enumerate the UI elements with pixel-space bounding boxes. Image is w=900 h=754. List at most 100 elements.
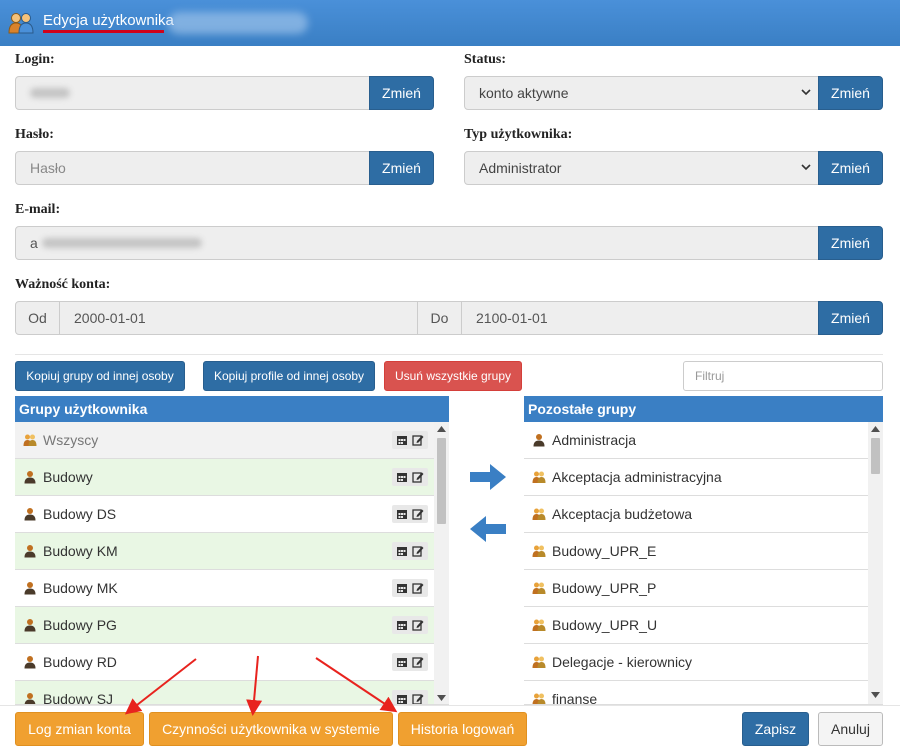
calendar-icon[interactable] (396, 656, 408, 668)
login-label: Login: (15, 52, 55, 67)
user-groups-scrollbar[interactable] (434, 422, 449, 704)
redacted-login (30, 88, 70, 98)
user-groups-list[interactable]: Wszyscy Budowy Budowy DS Budowy KM (15, 422, 449, 705)
calendar-icon[interactable] (396, 545, 408, 557)
list-item[interactable]: Budowy MK (15, 570, 434, 607)
user-icon (24, 545, 36, 558)
password-field[interactable]: Hasło (15, 151, 370, 185)
change-validity-button[interactable]: Zmień (818, 301, 883, 335)
status-select[interactable]: konto aktywne (464, 76, 819, 110)
scroll-down-icon[interactable] (437, 695, 446, 701)
calendar-icon[interactable] (396, 434, 408, 446)
scrollbar-thumb[interactable] (871, 438, 880, 474)
scroll-up-icon[interactable] (871, 426, 880, 432)
row-tools (392, 579, 428, 597)
edit-icon[interactable] (412, 582, 424, 594)
remove-group-arrow-icon[interactable] (468, 514, 508, 544)
edit-icon[interactable] (412, 619, 424, 631)
group-name: Administracja (552, 432, 637, 448)
list-item[interactable]: Budowy KM (15, 533, 434, 570)
dialog-title: Edycja użytkownika (43, 12, 174, 29)
group-name: Budowy (43, 469, 93, 485)
change-user-type-button[interactable]: Zmień (818, 151, 883, 185)
from-addon: Od (15, 301, 60, 335)
group-name: Budowy DS (43, 506, 117, 522)
change-status-button[interactable]: Zmień (818, 76, 883, 110)
copy-groups-button[interactable]: Kopiuj grupy od innej osoby (15, 361, 185, 391)
other-groups-scrollbar[interactable] (868, 422, 883, 704)
edit-icon[interactable] (412, 508, 424, 520)
valid-to-field[interactable]: 2100-01-01 (461, 301, 819, 335)
other-groups-header: Pozostałe grupy (524, 396, 883, 422)
change-email-button[interactable]: Zmień (818, 226, 883, 260)
group-icon (532, 693, 546, 704)
calendar-icon[interactable] (396, 471, 408, 483)
list-item[interactable]: Budowy_UPR_P (524, 570, 868, 607)
edit-icon[interactable] (412, 693, 424, 705)
other-groups-list[interactable]: Administracja Akceptacja administracyjna… (524, 422, 883, 705)
scroll-down-icon[interactable] (871, 692, 880, 698)
list-item[interactable]: finanse (524, 681, 868, 705)
user-icon (24, 471, 36, 484)
edit-icon[interactable] (412, 545, 424, 557)
user-type-select[interactable]: Administrator (464, 151, 819, 185)
list-item[interactable]: Budowy_UPR_E (524, 533, 868, 570)
add-group-arrow-icon[interactable] (468, 462, 508, 492)
user-type-value: Administrator (479, 160, 562, 176)
row-tools (392, 542, 428, 560)
remove-all-groups-button[interactable]: Usuń wszystkie grupy (384, 361, 522, 391)
row-tools (392, 653, 428, 671)
list-item[interactable]: Budowy RD (15, 644, 434, 681)
group-name: Budowy_UPR_E (552, 543, 657, 559)
change-login-button[interactable]: Zmień (369, 76, 434, 110)
group-name: Budowy KM (43, 543, 118, 559)
group-name: Delegacje - kierownicy (552, 654, 693, 670)
change-password-button[interactable]: Zmień (369, 151, 434, 185)
row-tools (392, 690, 428, 705)
cancel-button[interactable]: Anuluj (818, 712, 883, 746)
scroll-up-icon[interactable] (437, 426, 446, 432)
status-value: konto aktywne (479, 85, 569, 101)
list-item[interactable]: Budowy_UPR_U (524, 607, 868, 644)
filter-input[interactable]: Filtruj (683, 361, 883, 391)
valid-from-field[interactable]: 2000-01-01 (59, 301, 418, 335)
group-name: Budowy_UPR_P (552, 580, 657, 596)
list-item[interactable]: Wszyscy (15, 422, 434, 459)
list-item[interactable]: Budowy SJ (15, 681, 434, 705)
change-log-button[interactable]: Log zmian konta (15, 712, 144, 746)
status-label: Status: (464, 52, 507, 67)
calendar-icon[interactable] (396, 508, 408, 520)
login-history-button[interactable]: Historia logowań (398, 712, 527, 746)
redacted-title-text (168, 12, 308, 34)
login-field[interactable] (15, 76, 370, 110)
calendar-icon[interactable] (396, 619, 408, 631)
group-name: finanse (552, 691, 598, 705)
group-icon (532, 656, 546, 668)
copy-profiles-button[interactable]: Kopiuj profile od innej osoby (203, 361, 375, 391)
user-activities-button[interactable]: Czynności użytkownika w systemie (149, 712, 393, 746)
email-field[interactable]: a (15, 226, 819, 260)
list-item[interactable]: Akceptacja budżetowa (524, 496, 868, 533)
list-item[interactable]: Delegacje - kierownicy (524, 644, 868, 681)
user-icon (24, 508, 36, 521)
edit-icon[interactable] (412, 434, 424, 446)
list-item[interactable]: Budowy (15, 459, 434, 496)
email-label: E-mail: (15, 202, 61, 217)
password-placeholder: Hasło (30, 160, 66, 176)
dialog-titlebar: Edycja użytkownika (0, 0, 900, 46)
save-button[interactable]: Zapisz (742, 712, 809, 746)
list-item[interactable]: Budowy PG (15, 607, 434, 644)
chevron-down-icon (801, 164, 811, 171)
list-item[interactable]: Akceptacja administracyjna (524, 459, 868, 496)
edit-icon[interactable] (412, 656, 424, 668)
list-item[interactable]: Budowy DS (15, 496, 434, 533)
calendar-icon[interactable] (396, 693, 408, 705)
calendar-icon[interactable] (396, 582, 408, 594)
row-tools (392, 431, 428, 449)
list-item[interactable]: Administracja (524, 422, 868, 459)
chevron-down-icon (801, 89, 811, 96)
row-tools (392, 616, 428, 634)
edit-icon[interactable] (412, 471, 424, 483)
scrollbar-thumb[interactable] (437, 438, 446, 524)
